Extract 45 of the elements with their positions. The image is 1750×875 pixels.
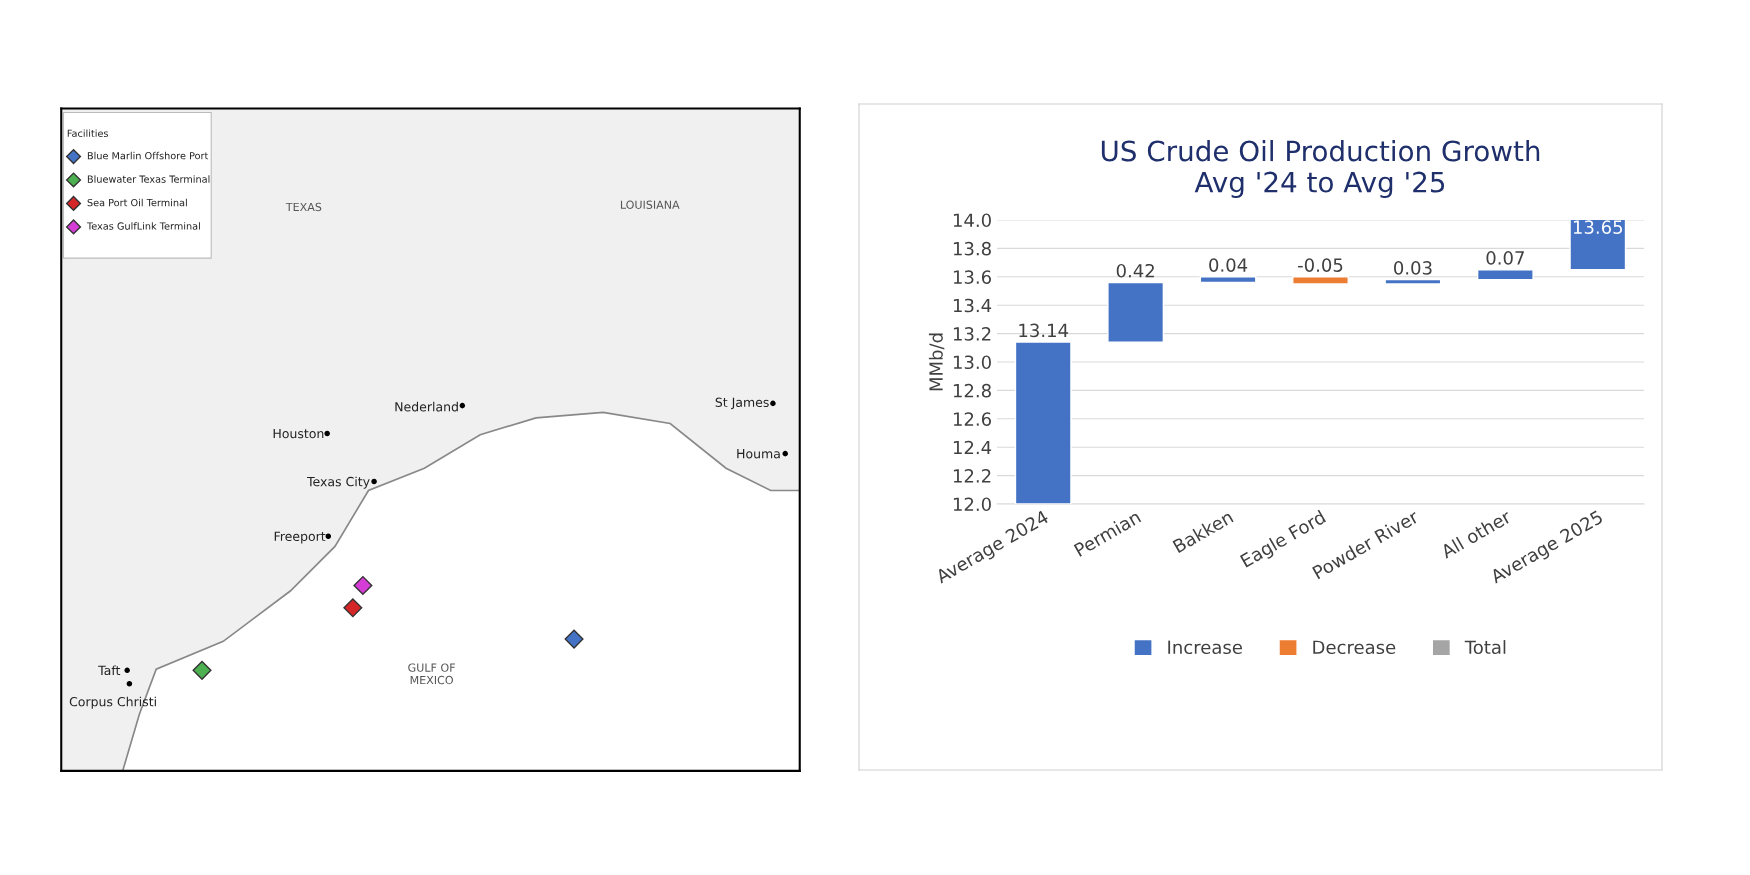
chart-title: US Crude Oil Production Growth Avg '24 to Avg '25 [1101,140,1540,198]
y-tick-label: 13.6 [953,270,991,284]
y-axis-title: MMb/d [928,333,945,391]
text: 0.07 [1486,251,1524,265]
legend-label: Total [1464,640,1506,655]
bar [1107,281,1165,343]
text: Bluewater Texas Terminal [87,175,210,183]
bar [1292,276,1349,285]
text: 0.03 [1394,261,1432,275]
bar [1014,341,1072,504]
bar [1476,269,1534,281]
y-tick-label: 12.6 [953,412,991,426]
y-tick-label: 12.2 [953,469,991,483]
bar [1384,278,1442,285]
legend-label: Decrease [1313,640,1396,655]
text: -0.05 [1298,258,1343,272]
y-tick-label: 12.0 [953,497,991,512]
legend-label: Increase [1168,640,1242,655]
text: Sea Port Oil Terminal [87,198,187,207]
y-tick-label: 13.0 [953,355,991,370]
text: 0.04 [1209,258,1248,272]
text: Texas GulfLink Terminal [86,222,200,230]
text: Facilities [67,129,109,138]
text: TEXAS [285,202,322,212]
text: Blue Marlin Offshore Port [87,151,209,160]
text: Texas City [307,476,370,489]
text: St James [715,397,769,410]
text: Freeport [274,531,326,544]
y-tick-label: 12.4 [953,440,992,455]
text: 0.42 [1116,263,1154,278]
text: Houston [273,429,324,439]
y-tick-label: 14.0 [953,213,991,228]
y-tick-label: 13.4 [953,298,992,313]
text: 13.14 [1019,323,1069,338]
text: Nederland [395,401,458,412]
text: LOUISIANA [620,200,680,209]
text: Houma [737,449,780,459]
y-tick-label: 13.8 [953,241,991,256]
y-tick-label: 13.2 [953,327,991,341]
text: Corpus Christi [69,696,156,709]
text: GULF OF MEXICO [408,663,455,685]
y-tick-label: 12.8 [953,383,991,398]
text: Taft [98,665,121,676]
text: 13.65 [1573,220,1623,234]
bar [1199,276,1257,284]
